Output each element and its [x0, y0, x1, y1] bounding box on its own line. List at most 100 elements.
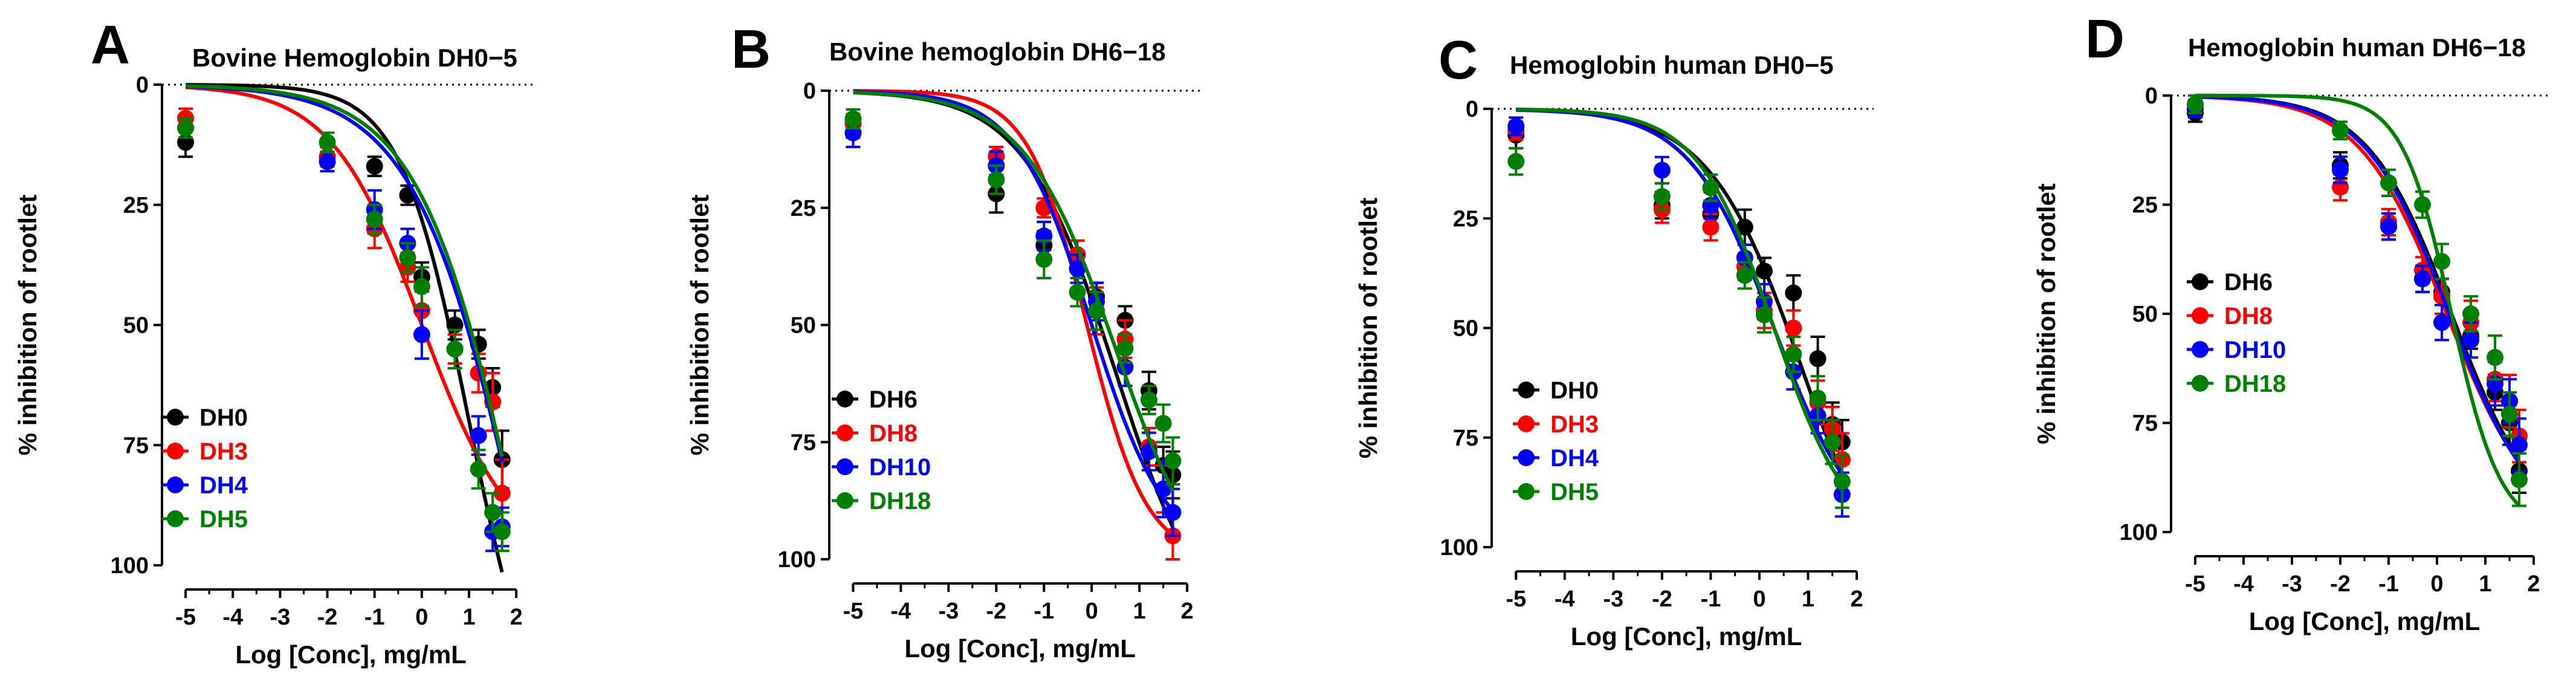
- data-point: [988, 171, 1005, 189]
- y-tick-label: 50: [2132, 302, 2158, 327]
- x-tick-label: -3: [1603, 586, 1623, 612]
- legend-label: DH10: [2224, 337, 2286, 363]
- legend-entry-dh3: DH3: [162, 438, 248, 465]
- legend-entry-dh5: DH5: [162, 506, 248, 533]
- y-tick-label: 75: [123, 433, 149, 458]
- data-point: [2332, 122, 2349, 139]
- panel-letter: A: [91, 15, 130, 76]
- data-point: [470, 427, 487, 444]
- x-tick-label: -5: [843, 599, 864, 624]
- y-tick-label: 0: [2145, 83, 2158, 109]
- x-tick-label: -5: [2185, 571, 2205, 597]
- x-tick-label: -1: [1700, 586, 1721, 612]
- data-point: [1702, 179, 1720, 196]
- data-point: [413, 326, 430, 343]
- legend-entry-dh4: DH4: [1513, 445, 1599, 472]
- legend-label: DH10: [869, 454, 931, 481]
- data-point: [399, 249, 416, 267]
- legend-entry-dh6: DH6: [832, 386, 917, 413]
- y-tick-label: 25: [123, 193, 149, 218]
- data-point: [413, 278, 430, 295]
- data-point: [1653, 161, 1671, 179]
- panel-letter: D: [2085, 9, 2125, 70]
- y-tick-label: 100: [778, 547, 816, 573]
- data-point: [1088, 302, 1105, 320]
- legend-label: DH8: [869, 420, 917, 447]
- legend-entry-dh0: DH0: [162, 404, 248, 431]
- legend-entry-dh18: DH18: [2187, 371, 2286, 397]
- data-point: [2511, 436, 2528, 453]
- legend-marker: [837, 492, 853, 509]
- fit-curve-dh5: [1516, 107, 1844, 485]
- legend-marker: [167, 510, 184, 527]
- legend-marker: [2192, 375, 2209, 392]
- legend-label: DH4: [199, 472, 248, 499]
- data-point: [493, 484, 511, 502]
- chart-title: Bovine hemoglobin DH6−18: [829, 37, 1166, 66]
- legend-label: DH18: [2224, 371, 2286, 397]
- data-point: [2433, 314, 2450, 331]
- fit-curve-dh3: [185, 85, 504, 496]
- y-tick-label: 75: [2132, 411, 2158, 437]
- x-tick-label: -1: [364, 605, 385, 630]
- data-point: [2501, 406, 2518, 423]
- y-tick-label: 100: [111, 553, 149, 579]
- x-axis-title: Log [Conc], mg/mL: [1571, 622, 1802, 651]
- x-tick-label: -5: [1506, 586, 1526, 612]
- data-point: [2511, 471, 2528, 489]
- fit-curve-dh10: [2195, 94, 2521, 464]
- data-point: [1507, 153, 1525, 170]
- y-tick-label: 0: [1466, 97, 1478, 122]
- data-point: [1833, 473, 1851, 490]
- chart-title: Hemoglobin human DH0−5: [1510, 51, 1834, 79]
- data-point: [366, 158, 383, 175]
- data-point: [1116, 340, 1134, 357]
- x-tick-label: -2: [1652, 586, 1672, 612]
- legend-label: DH5: [199, 506, 248, 533]
- y-tick-label: 25: [791, 196, 816, 221]
- series-dh5: [177, 84, 511, 553]
- chart-panel-a: A Bovine Hemoglobin DH0−5 0 25 50 75 100 -5 -4 -3…: [13, 15, 533, 669]
- x-tick-label: -1: [2378, 571, 2399, 597]
- y-tick-label: 50: [123, 313, 149, 339]
- legend-marker: [2192, 341, 2209, 358]
- y-tick-label: 50: [1453, 316, 1478, 342]
- y-tick-label: 25: [2132, 193, 2158, 218]
- data-point: [2187, 96, 2204, 113]
- legend-entry-dh8: DH8: [832, 420, 917, 447]
- chart-title: Bovine Hemoglobin DH0−5: [192, 44, 517, 72]
- fit-curve-dh18: [853, 90, 1175, 492]
- legend-label: DH5: [1550, 479, 1599, 505]
- data-point: [1785, 319, 1802, 337]
- series-dh18: [2187, 94, 2528, 507]
- fit-curve-dh5: [185, 84, 504, 457]
- y-axis-title: % inhibition of rootlet: [685, 195, 714, 456]
- x-tick-label: -2: [317, 605, 338, 630]
- legend-marker: [837, 391, 853, 408]
- legend-entry-dh10: DH10: [2187, 337, 2286, 363]
- x-axis-title: Log [Conc], mg/mL: [904, 634, 1136, 663]
- x-tick-label: 0: [1086, 599, 1098, 624]
- x-tick-label: -4: [2233, 571, 2254, 597]
- data-point: [1809, 389, 1827, 407]
- data-point: [1755, 262, 1773, 280]
- legend-label: DH18: [869, 488, 931, 515]
- data-point: [2332, 161, 2349, 178]
- x-tick-label: -1: [1034, 599, 1054, 624]
- y-tick-label: 25: [1453, 206, 1478, 232]
- x-tick-label: 1: [1802, 586, 1814, 612]
- data-point: [1824, 434, 1841, 450]
- y-tick-label: 75: [1453, 426, 1478, 451]
- legend-entry-dh18: DH18: [832, 488, 931, 515]
- legend-label: DH6: [869, 386, 917, 413]
- data-point: [366, 210, 383, 228]
- fit-curve-dh18: [2195, 94, 2521, 507]
- y-axis-title: % inhibition of rootlet: [13, 195, 42, 456]
- data-point: [2487, 349, 2503, 366]
- legend-label: DH3: [199, 438, 248, 465]
- x-tick-label: 2: [510, 605, 523, 630]
- y-axis-title: % inhibition of rootlet: [1354, 198, 1382, 459]
- data-point: [470, 461, 487, 478]
- data-point: [319, 134, 336, 151]
